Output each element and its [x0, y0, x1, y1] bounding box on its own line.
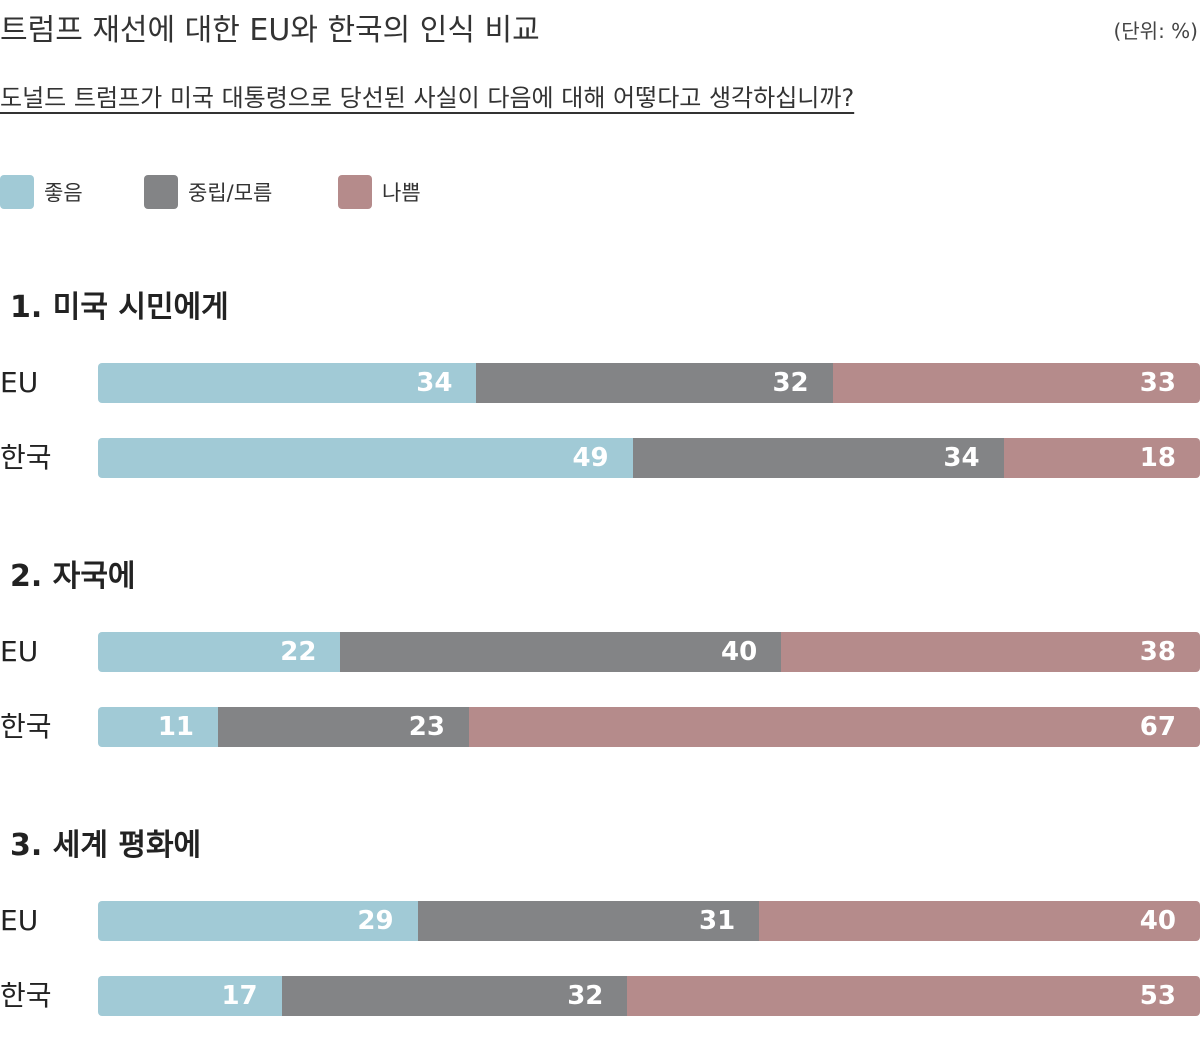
bar-segment-good: 11 — [98, 707, 219, 747]
section-title-2: 2. 자국에 — [10, 559, 136, 594]
data-label-bad: 53 — [1139, 981, 1176, 1011]
data-label-neutral: 34 — [943, 443, 980, 473]
data-label-good: 11 — [157, 712, 195, 742]
bar-segment-good: 22 — [98, 632, 341, 672]
bar-segment-bad: 53 — [627, 976, 1200, 1016]
bar-segment-good: 29 — [98, 901, 418, 941]
data-label-good: 29 — [357, 906, 394, 936]
chart-title: 트럼프 재선에 대한 EU와 한국의 인식 비교 — [0, 13, 540, 48]
bar-2-2: 11 23 67 — [98, 707, 1200, 747]
legend-item-bad: 나쁨 — [338, 174, 421, 210]
data-label-good: 22 — [280, 637, 317, 667]
bar-2-1: 22 40 38 — [98, 632, 1200, 672]
data-label-bad: 40 — [1139, 906, 1176, 936]
row-label-3-2: 한국 — [0, 979, 52, 1012]
data-label-neutral: 40 — [721, 637, 758, 667]
bar-segment-neutral: 31 — [417, 901, 760, 941]
unit-label: (단위: %) — [1113, 19, 1198, 43]
bar-3-2: 17 32 53 — [98, 976, 1200, 1016]
bar-segment-neutral: 32 — [281, 976, 628, 1016]
legend-swatch-neutral — [144, 175, 178, 209]
bar-1-2: 49 34 18 — [98, 438, 1200, 478]
bar-segment-bad: 33 — [832, 363, 1200, 403]
data-label-bad: 67 — [1139, 712, 1176, 742]
data-label-neutral: 31 — [699, 906, 736, 936]
legend-swatch-bad — [338, 175, 372, 209]
row-label-1-2: 한국 — [0, 441, 52, 474]
data-label-bad: 38 — [1139, 637, 1176, 667]
bar-segment-neutral: 40 — [340, 632, 782, 672]
bar-segment-bad: 67 — [468, 707, 1200, 747]
bar-segment-good: 49 — [98, 438, 633, 478]
data-label-bad: 33 — [1139, 368, 1176, 398]
legend-item-good: 좋음 — [0, 174, 83, 210]
bar-segment-neutral: 23 — [218, 707, 469, 747]
legend-label-good: 좋음 — [44, 181, 83, 205]
legend-item-neutral: 중립/모름 — [144, 174, 272, 210]
bar-3-1: 29 31 40 — [98, 901, 1200, 941]
section-title-3: 3. 세계 평화에 — [10, 828, 202, 863]
bar-segment-bad: 40 — [759, 901, 1200, 941]
section-title-1: 1. 미국 시민에게 — [10, 290, 229, 325]
legend: 좋음 중립/모름 나쁨 — [0, 174, 700, 210]
data-label-bad: 18 — [1139, 443, 1176, 473]
data-label-neutral: 23 — [408, 712, 445, 742]
legend-label-bad: 나쁨 — [382, 181, 421, 205]
data-label-good: 17 — [221, 981, 258, 1011]
bar-segment-good: 17 — [98, 976, 282, 1016]
bar-segment-neutral: 32 — [476, 363, 833, 403]
data-label-good: 49 — [572, 443, 609, 473]
row-label-2-1: EU — [0, 635, 39, 668]
survey-question: 도널드 트럼프가 미국 대통령으로 당선된 사실이 다음에 대해 어떻다고 생각… — [0, 84, 855, 112]
row-label-1-1: EU — [0, 366, 39, 399]
data-label-neutral: 32 — [772, 368, 809, 398]
bar-segment-good: 34 — [98, 363, 477, 403]
bar-1-1: 34 32 33 — [98, 363, 1200, 403]
bar-segment-neutral: 34 — [632, 438, 1004, 478]
bar-segment-bad: 38 — [781, 632, 1200, 672]
data-label-neutral: 32 — [567, 981, 604, 1011]
row-label-3-1: EU — [0, 904, 39, 937]
bar-segment-bad: 18 — [1003, 438, 1200, 478]
legend-label-neutral: 중립/모름 — [188, 181, 273, 205]
legend-swatch-good — [0, 175, 34, 209]
row-label-2-2: 한국 — [0, 710, 52, 743]
data-label-good: 34 — [416, 368, 453, 398]
